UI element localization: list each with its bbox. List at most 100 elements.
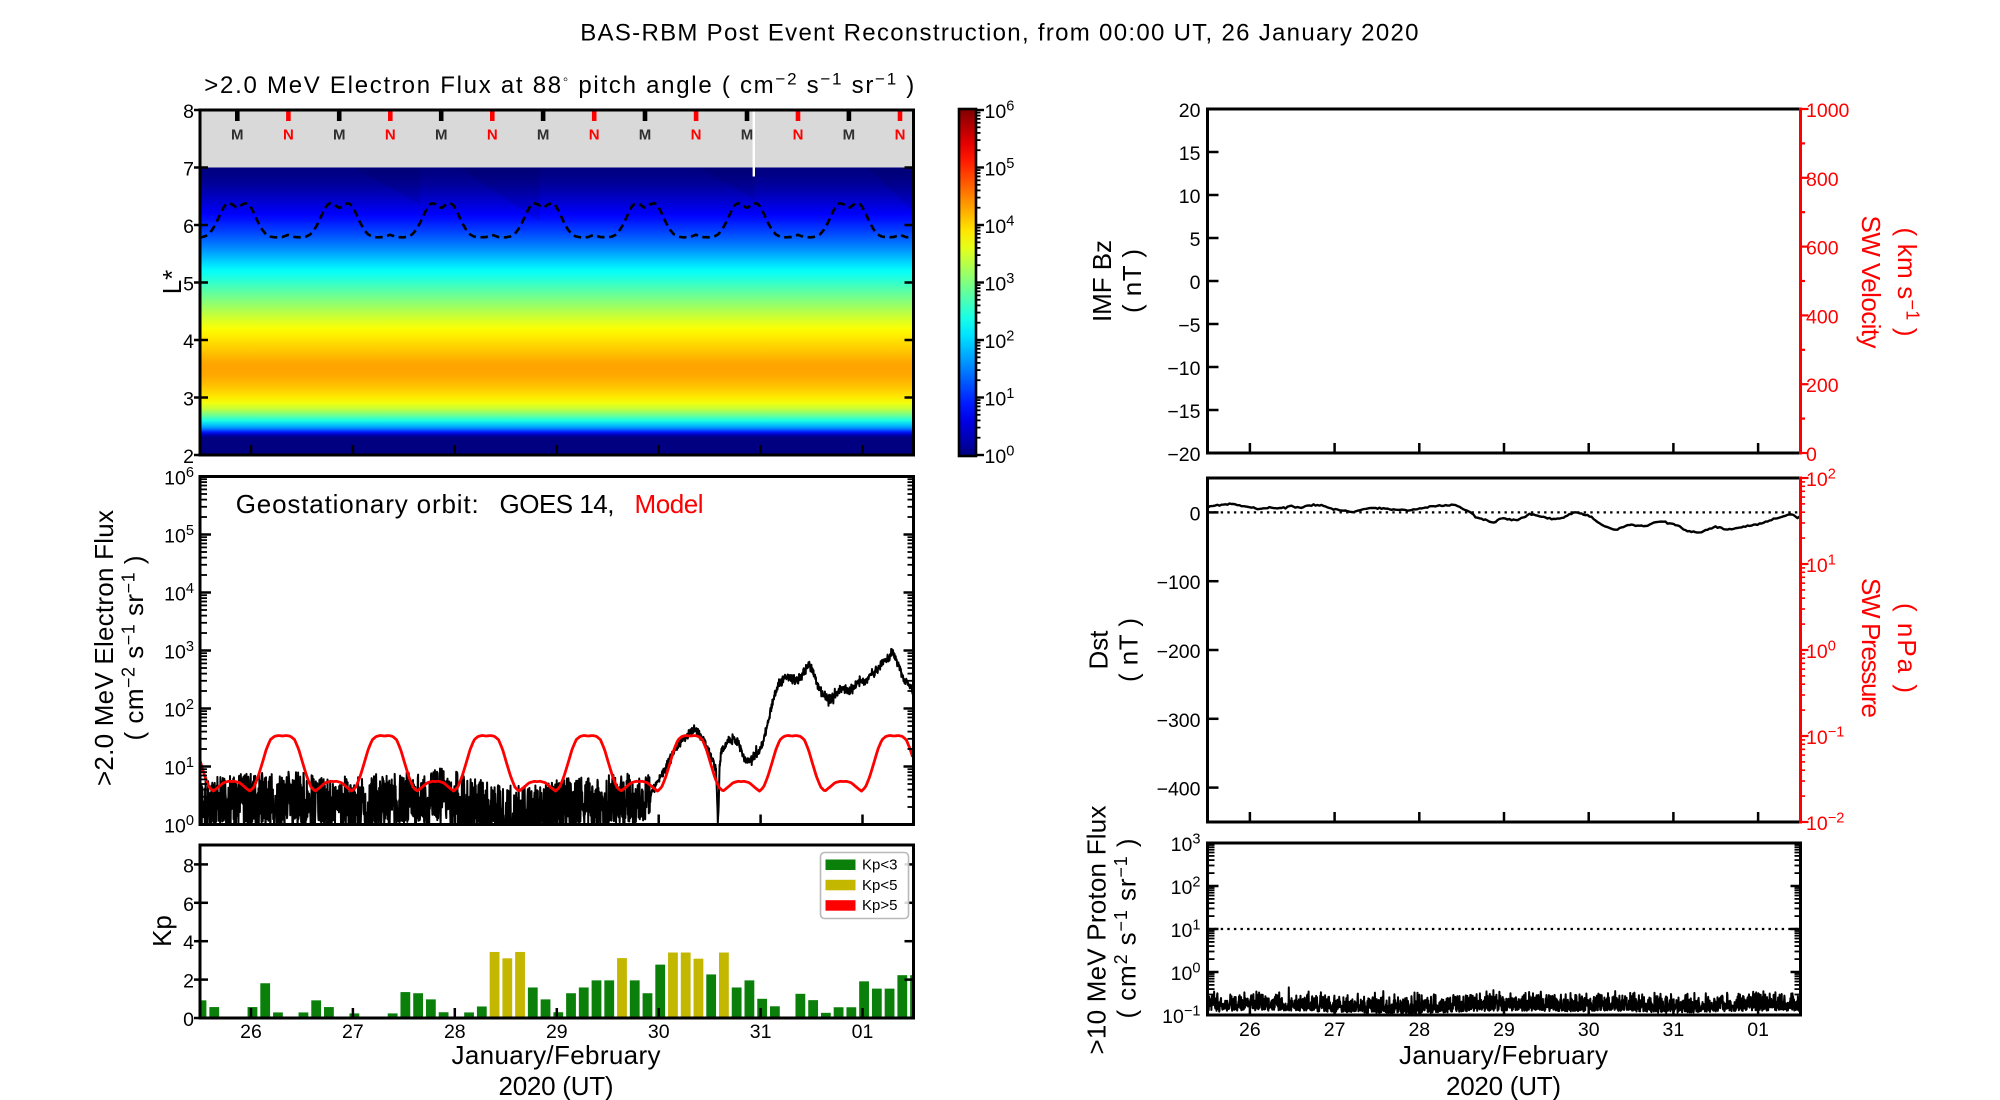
svg-text:28: 28 [1408, 1019, 1430, 1041]
svg-text:M: M [843, 127, 856, 144]
svg-text:105: 105 [985, 156, 1015, 181]
svg-text:101: 101 [164, 755, 194, 780]
svg-text:102: 102 [164, 697, 194, 722]
svg-text:200: 200 [1806, 375, 1839, 397]
svg-text:26: 26 [240, 1021, 262, 1043]
svg-text:100: 100 [1806, 639, 1836, 664]
svg-text:Kp<3: Kp<3 [862, 857, 897, 874]
svg-text:106: 106 [164, 465, 194, 490]
svg-text:100: 100 [1171, 961, 1201, 986]
svg-text:4: 4 [183, 932, 194, 954]
svg-text:−10: −10 [1167, 358, 1200, 380]
svg-text:0: 0 [1190, 272, 1201, 294]
svg-text:SW Pressure: SW Pressure [1856, 578, 1886, 718]
svg-text:29: 29 [546, 1021, 568, 1043]
svg-text:N: N [283, 127, 294, 144]
svg-text:January/February: January/February [1399, 1040, 1608, 1070]
svg-text:104: 104 [164, 581, 194, 606]
svg-text:26: 26 [1239, 1019, 1261, 1041]
svg-text:2: 2 [183, 446, 194, 468]
svg-text:106: 106 [985, 99, 1015, 124]
svg-text:N: N [385, 127, 396, 144]
svg-text:Kp: Kp [147, 915, 177, 947]
svg-text:600: 600 [1806, 238, 1839, 260]
svg-text:L*: L* [157, 270, 187, 295]
svg-text:0: 0 [1806, 444, 1817, 466]
svg-text:10−1: 10−1 [1806, 725, 1844, 750]
svg-text:0: 0 [1190, 503, 1201, 525]
svg-text:1000: 1000 [1806, 100, 1850, 122]
svg-text:January/February: January/February [452, 1040, 661, 1070]
svg-text:BAS-RBM Post Event Reconstruct: BAS-RBM Post Event Reconstruction, from … [580, 20, 1420, 47]
svg-text:2020 (UT): 2020 (UT) [1446, 1071, 1561, 1100]
svg-text:( cm2 s−1 sr−1 ): ( cm2 s−1 sr−1 ) [1111, 839, 1142, 1019]
svg-text:800: 800 [1806, 169, 1839, 191]
svg-text:>2.0 MeV Electron Flux: >2.0 MeV Electron Flux [89, 510, 119, 786]
svg-text:31: 31 [750, 1021, 772, 1043]
svg-text:102: 102 [1171, 875, 1201, 900]
svg-text:20: 20 [1179, 100, 1201, 122]
svg-text:01: 01 [852, 1021, 874, 1043]
svg-text:103: 103 [985, 271, 1015, 296]
svg-text:N: N [691, 127, 702, 144]
svg-text:27: 27 [342, 1021, 364, 1043]
svg-text:GOES 14,: GOES 14, [500, 489, 615, 519]
svg-text:6: 6 [183, 216, 194, 238]
svg-text:M: M [435, 127, 448, 144]
svg-text:−5: −5 [1178, 315, 1200, 337]
svg-text:N: N [589, 127, 600, 144]
svg-text:30: 30 [1578, 1019, 1600, 1041]
svg-text:2: 2 [183, 971, 194, 993]
svg-text:>2.0 MeV Electron Flux at 88◦: >2.0 MeV Electron Flux at 88 ◦ pitch angl… [204, 70, 914, 100]
svg-text:N: N [487, 127, 498, 144]
svg-text:103: 103 [1171, 832, 1201, 857]
svg-text:Model: Model [635, 489, 704, 519]
svg-text:102: 102 [1806, 467, 1836, 492]
svg-text:15: 15 [1179, 143, 1201, 165]
svg-text:M: M [333, 127, 346, 144]
svg-text:( nT ): ( nT ) [1117, 249, 1147, 313]
svg-text:29: 29 [1493, 1019, 1515, 1041]
svg-text:100: 100 [164, 813, 194, 838]
svg-text:−300: −300 [1157, 710, 1201, 732]
svg-text:27: 27 [1324, 1019, 1346, 1041]
svg-text:M: M [231, 127, 244, 144]
svg-text:M: M [639, 127, 652, 144]
svg-text:−400: −400 [1157, 779, 1201, 801]
svg-text:Kp>5: Kp>5 [862, 897, 897, 914]
svg-text:( km s−1 ): ( km s−1 ) [1892, 228, 1923, 337]
svg-text:( cm−2 s−1 sr−1 ): ( cm−2 s−1 sr−1 ) [119, 556, 150, 741]
svg-text:10−1: 10−1 [1162, 1004, 1200, 1029]
svg-text:28: 28 [444, 1021, 466, 1043]
svg-text:−20: −20 [1167, 444, 1200, 466]
svg-text:400: 400 [1806, 306, 1839, 328]
svg-text:N: N [793, 127, 804, 144]
svg-text:100: 100 [985, 444, 1015, 469]
svg-text:8: 8 [183, 855, 194, 877]
svg-text:Geostationary orbit:: Geostationary orbit: [236, 489, 479, 519]
svg-text:10: 10 [1179, 186, 1201, 208]
svg-text:N: N [895, 127, 906, 144]
svg-text:5: 5 [1190, 229, 1201, 251]
svg-text:101: 101 [985, 386, 1015, 411]
svg-text:Kp<5: Kp<5 [862, 877, 897, 894]
svg-text:103: 103 [164, 639, 194, 664]
svg-text:−200: −200 [1157, 641, 1201, 663]
svg-text:IMF Bz: IMF Bz [1087, 240, 1117, 322]
svg-text:( nPa ): ( nPa ) [1892, 603, 1922, 693]
svg-text:>10 MeV Proton Flux: >10 MeV Proton Flux [1082, 806, 1112, 1055]
svg-text:( nT ): ( nT ) [1114, 618, 1144, 682]
svg-text:5: 5 [183, 274, 194, 296]
svg-text:8: 8 [183, 101, 194, 123]
svg-text:M: M [741, 127, 754, 144]
svg-text:01: 01 [1747, 1019, 1769, 1041]
svg-text:31: 31 [1663, 1019, 1685, 1041]
svg-text:30: 30 [648, 1021, 670, 1043]
svg-text:6: 6 [183, 894, 194, 916]
svg-text:101: 101 [1806, 553, 1836, 578]
svg-text:Dst: Dst [1084, 630, 1114, 670]
svg-text:M: M [537, 127, 550, 144]
svg-text:0: 0 [183, 1009, 194, 1031]
svg-text:101: 101 [1171, 918, 1201, 943]
svg-text:105: 105 [164, 523, 194, 548]
